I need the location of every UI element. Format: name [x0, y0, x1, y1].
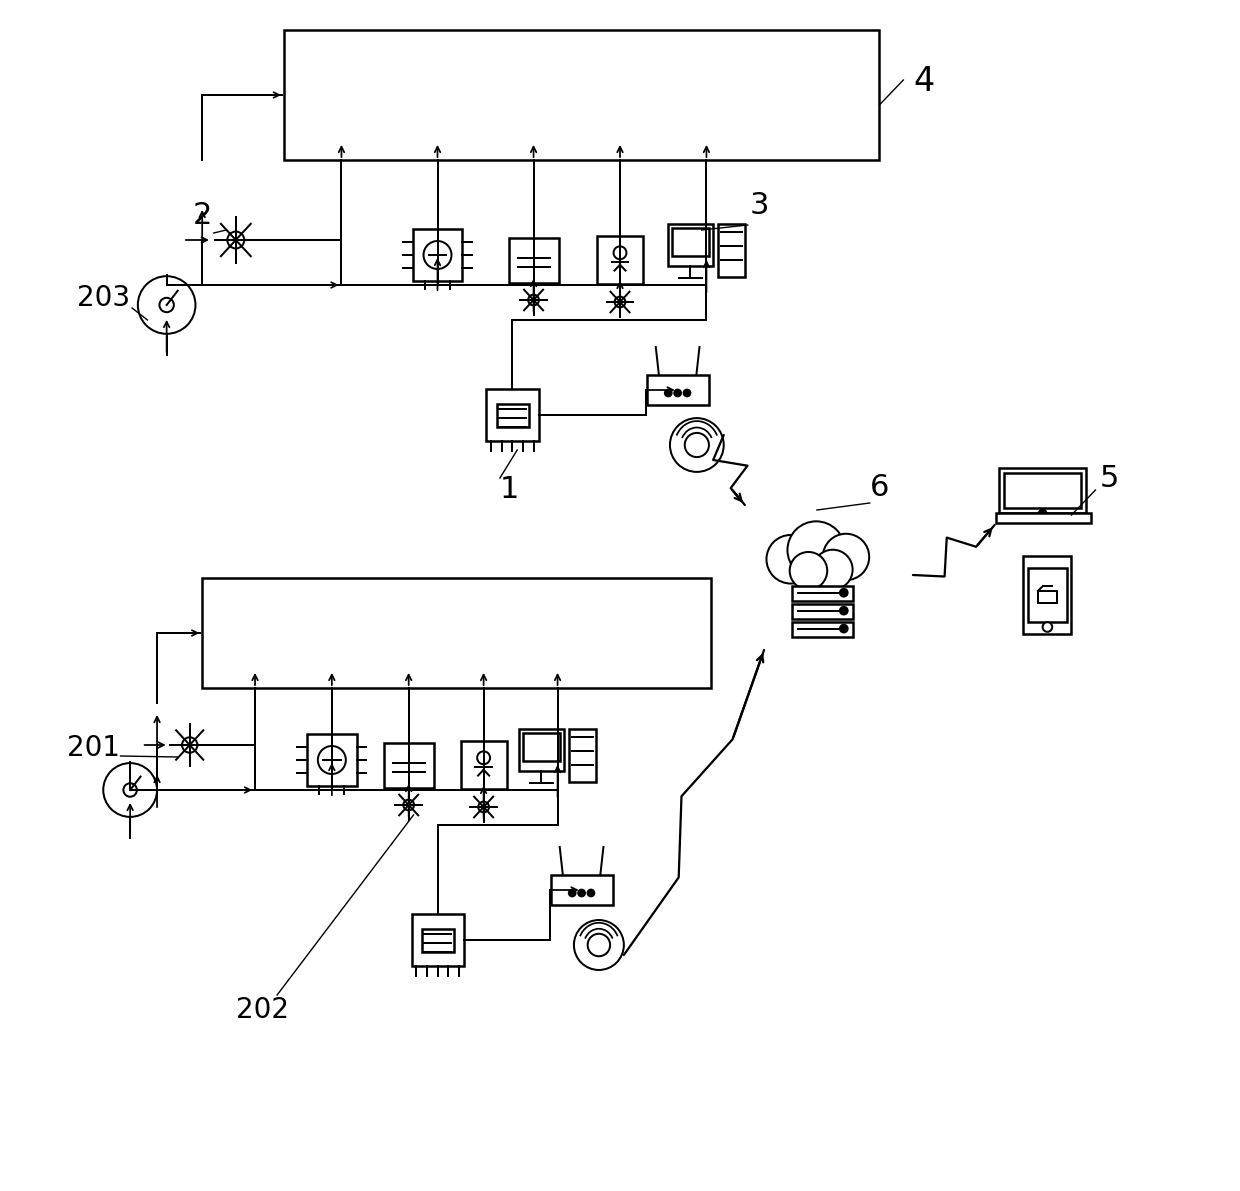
Bar [647, 375, 709, 405]
Bar [520, 729, 564, 771]
Circle shape [614, 247, 626, 260]
Bar [792, 604, 853, 618]
Text: 1: 1 [500, 475, 520, 505]
Bar [999, 468, 1086, 513]
Bar [413, 229, 463, 281]
Circle shape [227, 231, 244, 249]
Bar [569, 729, 596, 781]
Circle shape [790, 551, 827, 590]
Circle shape [839, 625, 848, 632]
Circle shape [124, 784, 136, 797]
Circle shape [103, 763, 157, 817]
Circle shape [477, 752, 490, 765]
Bar [486, 389, 539, 441]
Circle shape [683, 389, 691, 397]
Bar [202, 578, 712, 688]
Bar [523, 732, 560, 761]
Bar [1023, 556, 1071, 634]
Circle shape [1043, 622, 1053, 631]
Bar [668, 224, 713, 266]
Bar [718, 224, 745, 276]
Circle shape [182, 737, 197, 753]
Circle shape [684, 432, 709, 457]
Text: 5: 5 [1100, 463, 1120, 493]
Bar [792, 622, 853, 636]
Text: 2: 2 [192, 200, 212, 230]
Circle shape [588, 934, 610, 956]
Circle shape [138, 276, 196, 333]
Bar [412, 913, 465, 966]
Circle shape [1039, 510, 1047, 517]
Bar [996, 513, 1091, 523]
Circle shape [839, 588, 848, 597]
Bar [497, 404, 528, 428]
Circle shape [823, 534, 869, 580]
Circle shape [813, 550, 853, 590]
Circle shape [578, 890, 585, 897]
Text: 4: 4 [913, 66, 934, 98]
Circle shape [479, 802, 489, 812]
Circle shape [528, 294, 539, 305]
Bar [551, 875, 614, 905]
Text: 202: 202 [236, 996, 289, 1024]
Circle shape [424, 241, 451, 269]
Bar [284, 30, 879, 160]
Text: 203: 203 [77, 283, 130, 312]
Circle shape [160, 298, 174, 312]
Circle shape [574, 919, 624, 969]
Bar [1028, 568, 1066, 622]
Bar [306, 734, 357, 786]
Text: 201: 201 [67, 734, 120, 762]
Text: 6: 6 [869, 474, 889, 503]
Circle shape [675, 389, 681, 397]
Bar [596, 236, 644, 283]
Circle shape [839, 606, 848, 615]
Circle shape [665, 389, 672, 397]
Bar [460, 741, 507, 788]
Bar [508, 238, 558, 283]
Circle shape [317, 746, 346, 774]
Circle shape [588, 890, 594, 897]
Bar [383, 743, 434, 788]
Circle shape [569, 890, 575, 897]
Circle shape [787, 522, 844, 579]
Circle shape [403, 799, 414, 810]
Bar [672, 227, 709, 256]
Bar [422, 929, 454, 953]
Circle shape [670, 418, 724, 472]
Circle shape [615, 297, 625, 307]
Bar [792, 586, 853, 600]
Circle shape [766, 535, 815, 584]
Text: 3: 3 [749, 191, 769, 219]
Bar [1004, 473, 1081, 509]
